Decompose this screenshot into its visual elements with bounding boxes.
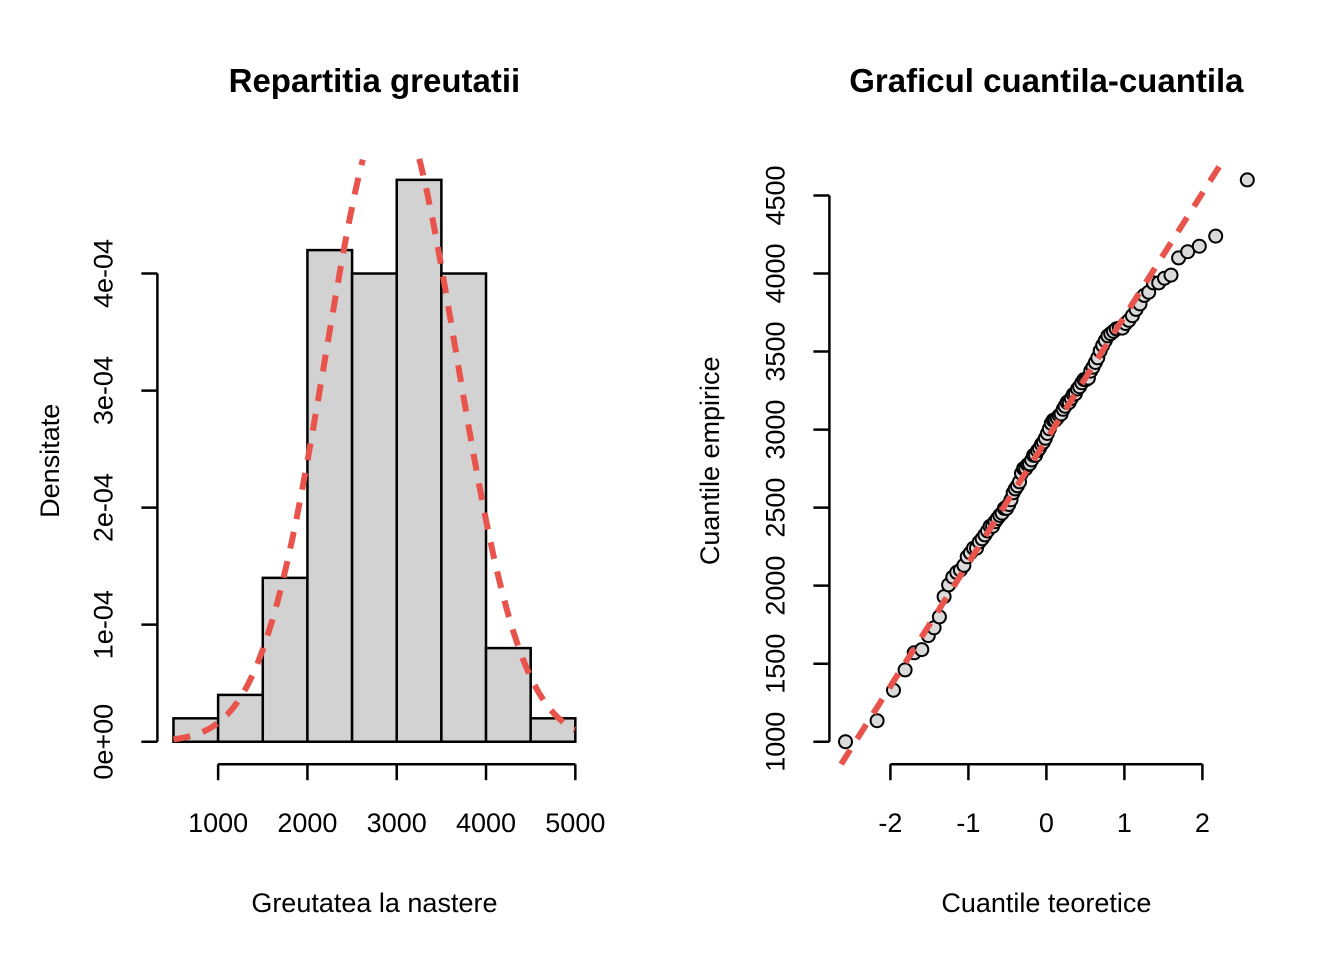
qq-title: Graficul cuantila-cuantila [849,62,1244,99]
histogram-bar [350,272,398,743]
histogram-bar [529,717,577,743]
x-tick-label: 1000 [188,808,248,838]
histogram-bar [395,178,443,743]
qq-y-axis-title: Cuantile empirice [695,357,725,566]
y-tick-label: 3500 [760,322,790,382]
histogram-bar [261,576,309,743]
y-tick-label: 2e-04 [88,473,118,542]
histogram-bar [440,272,488,743]
y-tick-label: 2000 [760,556,790,616]
qq-panel: Graficul cuantila-cuantila Cuantile teor… [695,62,1255,918]
histogram-x-axis-title: Greutatea la nastere [251,888,497,918]
x-tick-label: 3000 [367,808,427,838]
y-tick-label: 2500 [760,478,790,538]
x-tick-label: 4000 [456,808,516,838]
x-tick-label: 5000 [545,808,605,838]
x-tick-label: -2 [878,808,902,838]
histogram-y-axis-title: Densitate [35,404,65,518]
histogram-axes: 1000 2000 3000 4000 5000 0e+00 1e-04 2e-04 3e-04… [88,239,605,838]
x-tick-label: 1 [1117,808,1132,838]
y-tick-label: 4500 [760,165,790,225]
qq-x-axis-title: Cuantile teoretice [941,888,1151,918]
qq-point [838,734,853,750]
x-tick-label: 0 [1039,808,1054,838]
qq-point [897,662,913,678]
y-tick-label: 3000 [760,400,790,460]
qq-point [1191,238,1207,254]
qq-axes: -2 -1 0 1 2 1000 1500 2000 2500 3000 3500 4000 4500 [760,165,1210,838]
y-tick-label: 4000 [760,243,790,303]
y-tick-label: 1000 [760,712,790,772]
normal-curve-path [173,158,577,743]
qq-point [1163,267,1179,283]
x-tick-label: -1 [956,808,980,838]
histogram-bar [216,693,265,743]
histogram-panel: Repartitia greutatii Greutatea la naster… [35,62,605,918]
y-tick-label: 3e-04 [88,356,118,425]
qq-point [914,642,930,658]
qq-point [869,713,885,729]
y-tick-label: 4e-04 [88,239,118,308]
y-tick-label: 1e-04 [88,590,118,659]
histogram-bar [306,248,354,743]
histogram-title: Repartitia greutatii [229,62,521,99]
qq-point [1208,228,1224,244]
qq-points [838,172,1255,750]
histogram-bars [172,178,577,743]
x-tick-label: 2000 [277,808,337,838]
x-tick-label: 2 [1195,808,1210,838]
qq-point [1239,172,1255,188]
y-tick-label: 1500 [760,634,790,694]
normal-density-curve [173,158,577,743]
y-tick-label: 0e+00 [88,704,118,780]
qq-point [1180,244,1196,260]
